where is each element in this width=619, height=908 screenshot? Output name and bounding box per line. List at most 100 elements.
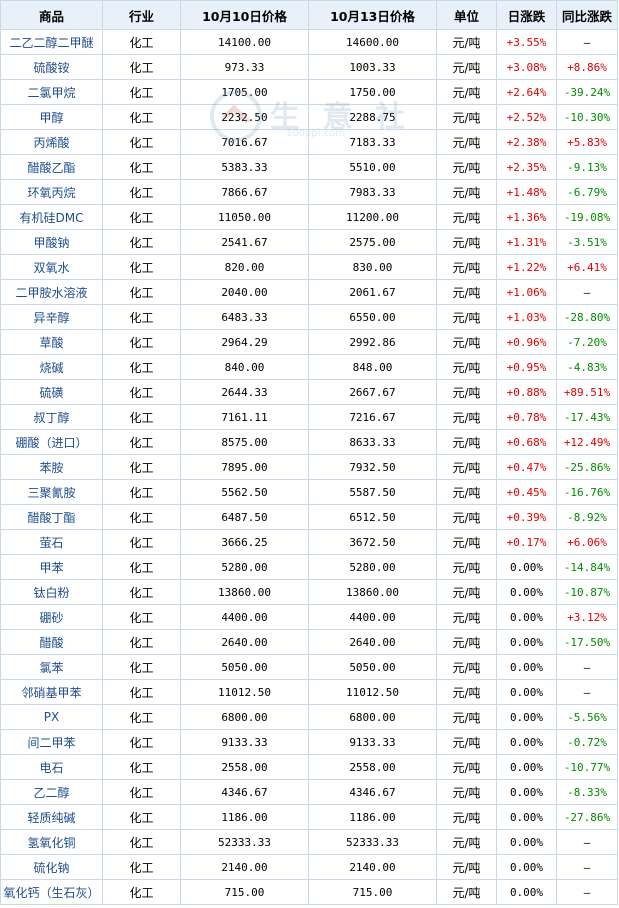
product-name-cell[interactable]: 叔丁醇 <box>0 404 103 430</box>
unit-cell: 元/吨 <box>436 629 497 655</box>
product-name-cell[interactable]: 氢氧化铜 <box>0 829 103 855</box>
price-oct10-cell: 840.00 <box>180 354 309 380</box>
price-oct13-cell: 9133.33 <box>308 729 437 755</box>
product-name-cell[interactable]: 氯苯 <box>0 654 103 680</box>
table-row: 醋酸乙酯 化工 5383.33 5510.00 元/吨 +2.35% -9.13% <box>0 154 618 180</box>
product-name-cell[interactable]: 乙二醇 <box>0 779 103 805</box>
industry-cell: 化工 <box>102 104 181 130</box>
product-name-cell[interactable]: 二乙二醇二甲醚 <box>0 29 103 55</box>
product-name-cell[interactable]: 醋酸丁酯 <box>0 504 103 530</box>
product-name-cell[interactable]: 甲醇 <box>0 104 103 130</box>
table-row: 硼酸（进口） 化工 8575.00 8633.33 元/吨 +0.68% +12.49% <box>0 429 618 455</box>
product-name-cell[interactable]: 硼砂 <box>0 604 103 630</box>
product-name-cell[interactable]: 醋酸 <box>0 629 103 655</box>
product-name-cell[interactable]: 有机硅DMC <box>0 204 103 230</box>
industry-cell: 化工 <box>102 454 181 480</box>
yoy-change-cell: -9.13% <box>556 154 618 180</box>
table-row: 钛白粉 化工 13860.00 13860.00 元/吨 0.00% -10.87% <box>0 579 618 605</box>
yoy-change-cell: — <box>556 879 618 905</box>
product-name-cell[interactable]: 邻硝基甲苯 <box>0 679 103 705</box>
product-name-cell[interactable]: 草酸 <box>0 329 103 355</box>
industry-cell: 化工 <box>102 79 181 105</box>
unit-cell: 元/吨 <box>436 279 497 305</box>
table-row: 氯苯 化工 5050.00 5050.00 元/吨 0.00% — <box>0 654 618 680</box>
daily-change-cell: +1.03% <box>496 304 557 330</box>
daily-change-cell: 0.00% <box>496 654 557 680</box>
table-row: 烧碱 化工 840.00 848.00 元/吨 +0.95% -4.83% <box>0 354 618 380</box>
price-oct13-cell: 11012.50 <box>308 679 437 705</box>
price-oct10-cell: 4346.67 <box>180 779 309 805</box>
yoy-change-cell: +6.06% <box>556 529 618 555</box>
yoy-change-cell: +12.49% <box>556 429 618 455</box>
product-name-cell[interactable]: 醋酸乙酯 <box>0 154 103 180</box>
table-row: 苯胺 化工 7895.00 7932.50 元/吨 +0.47% -25.86% <box>0 454 618 480</box>
daily-change-cell: +2.64% <box>496 79 557 105</box>
product-name-cell[interactable]: 烧碱 <box>0 354 103 380</box>
price-oct13-cell: 8633.33 <box>308 429 437 455</box>
price-oct13-cell: 715.00 <box>308 879 437 905</box>
daily-change-cell: +1.31% <box>496 229 557 255</box>
unit-cell: 元/吨 <box>436 479 497 505</box>
table-row: 甲醇 化工 2232.50 2288.75 元/吨 +2.52% -10.30% <box>0 104 618 130</box>
product-name-cell[interactable]: 二甲胺水溶液 <box>0 279 103 305</box>
product-name-cell[interactable]: 氧化钙（生石灰） <box>0 879 103 905</box>
industry-cell: 化工 <box>102 354 181 380</box>
yoy-change-cell: -17.50% <box>556 629 618 655</box>
industry-cell: 化工 <box>102 329 181 355</box>
daily-change-cell: +0.45% <box>496 479 557 505</box>
industry-cell: 化工 <box>102 529 181 555</box>
product-name-cell[interactable]: 甲酸钠 <box>0 229 103 255</box>
product-name-cell[interactable]: 硼酸（进口） <box>0 429 103 455</box>
industry-cell: 化工 <box>102 204 181 230</box>
product-name-cell[interactable]: 环氧丙烷 <box>0 179 103 205</box>
table-row: 双氧水 化工 820.00 830.00 元/吨 +1.22% +6.41% <box>0 254 618 280</box>
product-name-cell[interactable]: 丙烯酸 <box>0 129 103 155</box>
industry-cell: 化工 <box>102 604 181 630</box>
product-name-cell[interactable]: 电石 <box>0 754 103 780</box>
industry-cell: 化工 <box>102 779 181 805</box>
product-name-cell[interactable]: 异辛醇 <box>0 304 103 330</box>
product-name-cell[interactable]: 苯胺 <box>0 454 103 480</box>
table-row: 环氧丙烷 化工 7866.67 7983.33 元/吨 +1.48% -6.79% <box>0 179 618 205</box>
product-name-cell[interactable]: 三聚氰胺 <box>0 479 103 505</box>
industry-cell: 化工 <box>102 479 181 505</box>
table-row: 叔丁醇 化工 7161.11 7216.67 元/吨 +0.78% -17.43% <box>0 404 618 430</box>
header-product: 商品 <box>0 0 103 30</box>
table-row: 三聚氰胺 化工 5562.50 5587.50 元/吨 +0.45% -16.76% <box>0 479 618 505</box>
industry-cell: 化工 <box>102 29 181 55</box>
product-name-cell[interactable]: 硫化钠 <box>0 854 103 880</box>
price-oct10-cell: 14100.00 <box>180 29 309 55</box>
unit-cell: 元/吨 <box>436 429 497 455</box>
unit-cell: 元/吨 <box>436 329 497 355</box>
daily-change-cell: 0.00% <box>496 579 557 605</box>
product-name-cell[interactable]: 硫酸铵 <box>0 54 103 80</box>
price-oct13-cell: 52333.33 <box>308 829 437 855</box>
product-name-cell[interactable]: 二氯甲烷 <box>0 79 103 105</box>
unit-cell: 元/吨 <box>436 754 497 780</box>
price-oct13-cell: 6550.00 <box>308 304 437 330</box>
yoy-change-cell: -25.86% <box>556 454 618 480</box>
price-oct13-cell: 830.00 <box>308 254 437 280</box>
price-oct10-cell: 2644.33 <box>180 379 309 405</box>
product-name-cell[interactable]: 硫磺 <box>0 379 103 405</box>
product-name-cell[interactable]: 轻质纯碱 <box>0 804 103 830</box>
table-row: 间二甲苯 化工 9133.33 9133.33 元/吨 0.00% -0.72% <box>0 729 618 755</box>
product-name-cell[interactable]: 间二甲苯 <box>0 729 103 755</box>
price-oct10-cell: 973.33 <box>180 54 309 80</box>
product-name-cell[interactable]: 钛白粉 <box>0 579 103 605</box>
product-name-cell[interactable]: 萤石 <box>0 529 103 555</box>
product-name-cell[interactable]: 双氧水 <box>0 254 103 280</box>
unit-cell: 元/吨 <box>436 29 497 55</box>
unit-cell: 元/吨 <box>436 804 497 830</box>
header-industry: 行业 <box>102 0 181 30</box>
daily-change-cell: +1.06% <box>496 279 557 305</box>
price-oct13-cell: 11200.00 <box>308 204 437 230</box>
industry-cell: 化工 <box>102 404 181 430</box>
product-name-cell[interactable]: 甲苯 <box>0 554 103 580</box>
daily-change-cell: 0.00% <box>496 604 557 630</box>
unit-cell: 元/吨 <box>436 854 497 880</box>
yoy-change-cell: — <box>556 679 618 705</box>
daily-change-cell: +0.96% <box>496 329 557 355</box>
price-oct10-cell: 2541.67 <box>180 229 309 255</box>
product-name-cell[interactable]: PX <box>0 704 103 730</box>
